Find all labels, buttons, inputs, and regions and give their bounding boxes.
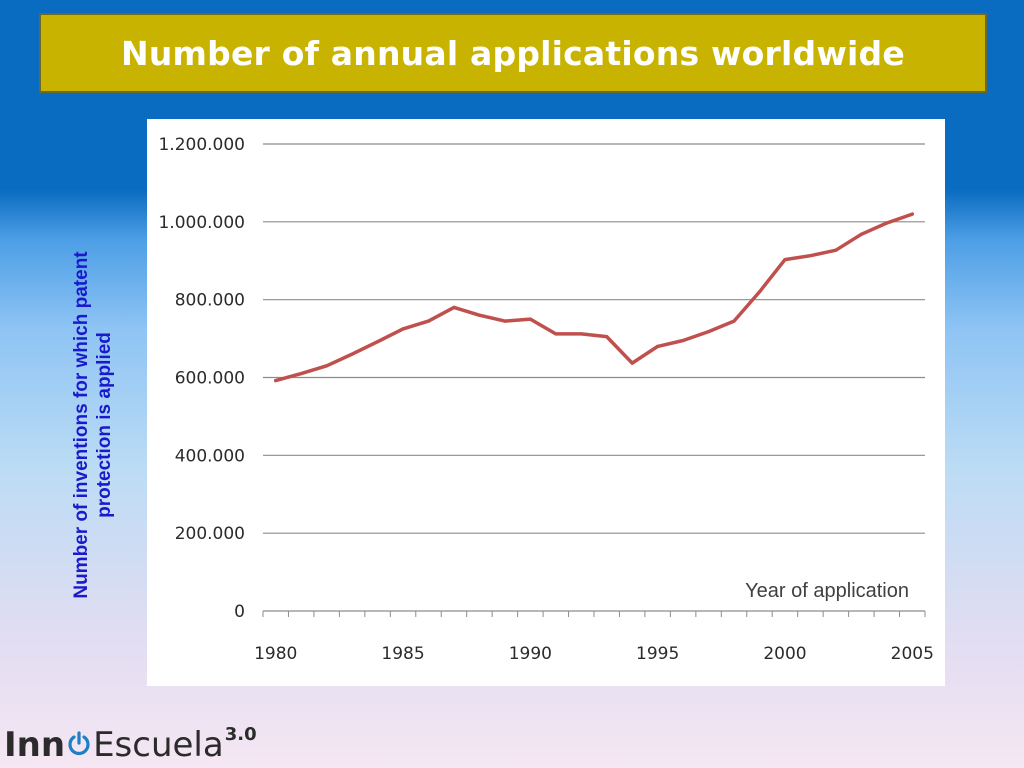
y-tick-label: 1.200.000 <box>158 135 245 155</box>
data-point <box>274 379 278 383</box>
data-point <box>834 248 838 252</box>
power-icon <box>66 731 92 761</box>
slide-title: Number of annual applications worldwide <box>121 33 905 73</box>
data-point <box>503 319 507 323</box>
data-point <box>732 319 736 323</box>
data-point <box>808 254 813 258</box>
y-tick-label: 1.000.000 <box>158 213 245 233</box>
logo-text-escuela: Escuela <box>93 725 224 765</box>
data-point <box>656 344 660 348</box>
data-point <box>757 290 762 294</box>
logo-version: 3.0 <box>224 724 257 745</box>
y-tick-label: 600.000 <box>175 369 245 389</box>
data-point <box>910 212 914 216</box>
data-point <box>681 338 685 343</box>
x-axis-label: Year of application <box>745 580 909 602</box>
y-tick-label: 200.000 <box>175 524 245 544</box>
data-point <box>350 352 354 356</box>
data-point <box>426 319 431 323</box>
x-tick-label: 2005 <box>891 644 934 664</box>
x-tick-label: 1980 <box>254 644 297 664</box>
data-point <box>783 257 787 262</box>
data-point <box>554 332 558 336</box>
logo-text-inn: Inn <box>4 725 66 765</box>
x-tick-label: 1985 <box>381 644 424 664</box>
series-line <box>273 212 915 383</box>
data-point <box>299 372 303 376</box>
x-tick-label: 2000 <box>763 644 806 664</box>
x-tick-label: 1995 <box>636 644 679 664</box>
y-axis-label: Number of inventions for which patent pr… <box>71 251 115 599</box>
title-box: Number of annual applications worldwide <box>39 13 987 93</box>
data-point <box>706 329 711 334</box>
data-point <box>859 232 863 236</box>
data-point <box>885 221 889 225</box>
data-point <box>477 313 482 317</box>
y-tick-label: 400.000 <box>175 446 245 466</box>
data-point <box>452 305 456 310</box>
data-point <box>325 364 329 368</box>
data-point <box>528 317 532 321</box>
line-chart: 0 200.000 400.000 600.000 800.000 1.000.000 1.… <box>158 135 934 664</box>
y-tick-label: 0 <box>234 602 245 622</box>
data-point <box>401 327 405 331</box>
data-point <box>579 332 583 336</box>
data-point <box>375 340 380 344</box>
data-point <box>605 335 609 339</box>
x-tick-label: 1990 <box>509 644 552 664</box>
innescuela-logo: Inn Escuela3.0 <box>4 724 257 766</box>
data-point <box>630 361 634 365</box>
y-tick-label: 800.000 <box>175 291 245 311</box>
chart-panel: 0 200.000 400.000 600.000 800.000 1.000.000 1.… <box>147 119 945 686</box>
